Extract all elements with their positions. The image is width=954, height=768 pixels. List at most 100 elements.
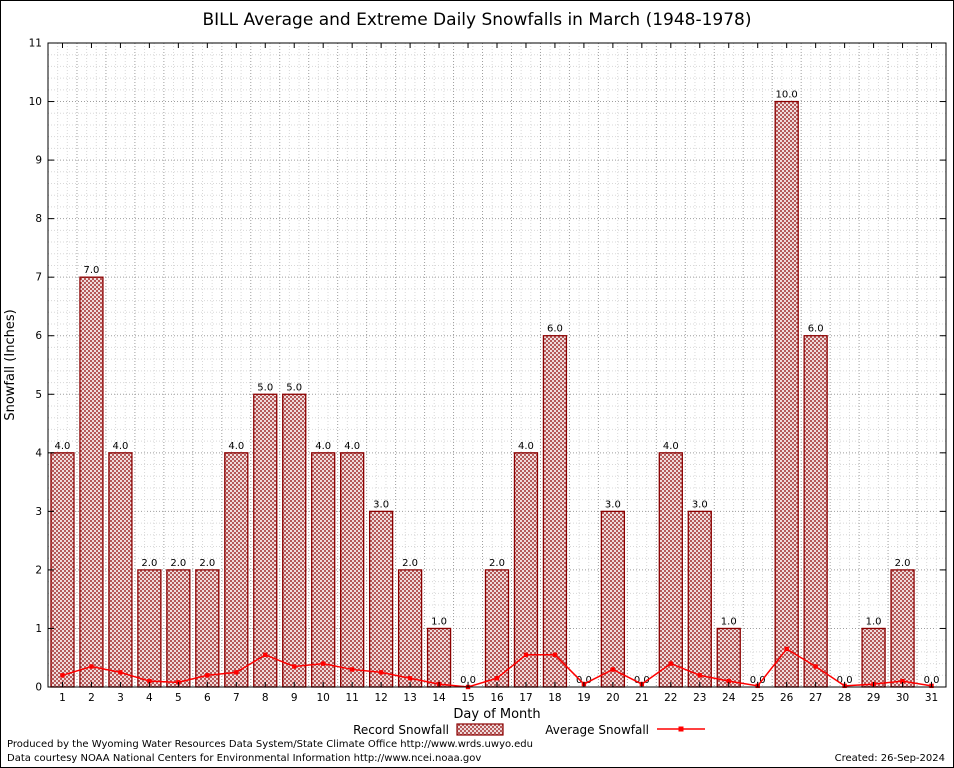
y-tick-label: 8 <box>35 213 42 225</box>
average-snowfall-marker <box>118 670 123 675</box>
bars-layer: 4.0 7.0 4.0 2.0 2.0 2.0 4.0 5.0 5.0 4.0 4.0 3.0 2.0 1… <box>50 90 940 688</box>
bar-value-label: 0.0 <box>750 675 766 686</box>
y-tick-label: 5 <box>35 389 42 401</box>
bar-value-label: 1.0 <box>721 616 737 627</box>
record-snowfall-bar <box>513 452 539 688</box>
x-tick-label: 10 <box>317 692 330 704</box>
x-tick-label: 8 <box>262 692 269 704</box>
bar-value-label: 0.0 <box>576 675 592 686</box>
x-tick-label: 14 <box>432 692 446 704</box>
bar-value-label: 4.0 <box>228 441 244 452</box>
record-snowfall-bar <box>137 569 162 688</box>
record-snowfall-bar <box>368 510 394 688</box>
y-tick-label: 1 <box>35 623 42 635</box>
x-tick-label: 2 <box>88 692 95 704</box>
bar-value-label: 4.0 <box>315 441 331 452</box>
y-tick-label: 3 <box>35 506 42 518</box>
record-snowfall-bar <box>600 510 626 688</box>
bar-value-label: 6.0 <box>547 324 563 335</box>
x-tick-label: 18 <box>548 692 561 704</box>
bar-value-label: 0.0 <box>460 675 476 686</box>
record-snowfall-bar <box>253 393 278 688</box>
record-snowfall-bar <box>108 452 133 688</box>
average-snowfall-marker <box>668 661 674 666</box>
average-snowfall-marker <box>726 678 731 684</box>
legend-average-label: Average Snowfall <box>545 723 649 737</box>
record-snowfall-bar <box>774 100 799 688</box>
average-snowfall-marker <box>263 652 268 657</box>
bar-value-label: 4.0 <box>112 441 128 452</box>
average-snowfall-marker <box>60 673 65 678</box>
x-tick-label: 16 <box>490 692 504 704</box>
record-snowfall-bar <box>803 335 828 688</box>
x-tick-label: 13 <box>403 692 416 704</box>
x-tick-label: 3 <box>117 692 124 704</box>
record-snowfall-bar <box>890 569 915 688</box>
average-snowfall-marker <box>205 673 210 678</box>
bar-value-label: 4.0 <box>663 441 679 452</box>
x-tick-label: 4 <box>146 692 153 704</box>
x-tick-label: 19 <box>577 692 590 704</box>
x-tick-label: 17 <box>519 692 532 704</box>
bar-value-label: 2.0 <box>170 558 186 569</box>
bar-value-label: 5.0 <box>286 382 302 393</box>
bar-value-label: 0.0 <box>634 675 650 686</box>
x-tick-label: 24 <box>722 692 736 704</box>
bar-value-label: 0.0 <box>837 675 853 686</box>
average-snowfall-marker <box>784 646 789 652</box>
bar-value-label: 2.0 <box>402 558 418 569</box>
y-tick-label: 4 <box>35 447 42 459</box>
x-tick-label: 5 <box>175 692 182 704</box>
y-tick-label: 2 <box>35 564 42 576</box>
bar-value-label: 4.0 <box>344 441 360 452</box>
y-tick-label: 9 <box>35 155 42 167</box>
record-snowfall-bar <box>224 452 249 688</box>
average-snowfall-marker <box>407 676 413 681</box>
bar-value-label: 1.0 <box>866 616 882 627</box>
record-snowfall-bar <box>79 276 104 688</box>
x-tick-label: 25 <box>751 692 764 704</box>
footer-created: Created: 26-Sep-2024 <box>834 753 945 764</box>
average-snowfall-marker <box>813 664 818 669</box>
x-tick-label: 1 <box>59 692 66 704</box>
average-snowfall-marker <box>234 670 239 675</box>
x-tick-label: 27 <box>809 692 822 704</box>
average-snowfall-marker <box>552 652 558 657</box>
y-tick-label: 7 <box>35 272 42 284</box>
bar-value-label: 1.0 <box>431 616 447 627</box>
average-snowfall-marker <box>147 678 152 684</box>
y-tick-label: 6 <box>35 330 42 342</box>
x-tick-label: 29 <box>867 692 880 704</box>
bar-value-label: 4.0 <box>518 441 534 452</box>
x-tick-label: 22 <box>664 692 677 704</box>
footer-row: Data courtesy NOAA National Centers for … <box>7 753 945 764</box>
x-tick-label: 6 <box>204 692 211 704</box>
bar-value-label: 6.0 <box>808 324 824 335</box>
record-snowfall-bar <box>658 452 683 688</box>
average-snowfall-marker <box>900 678 905 684</box>
chart-title: BILL Average and Extreme Daily Snowfalls… <box>202 10 752 30</box>
average-snowfall-marker <box>610 667 616 672</box>
bar-value-label: 4.0 <box>55 441 71 452</box>
record-snowfall-bar <box>397 569 423 688</box>
legend-record-swatch <box>456 723 504 736</box>
record-snowfall-bar <box>687 510 712 688</box>
average-snowfall-marker <box>292 664 297 669</box>
average-snowfall-marker <box>494 676 500 681</box>
y-tick-label: 10 <box>29 96 42 108</box>
average-snowfall-marker <box>697 673 702 678</box>
x-tick-label: 20 <box>606 692 619 704</box>
legend-average-marker <box>678 726 684 732</box>
legend-record-label: Record Snowfall <box>353 723 449 737</box>
bar-value-label: 10.0 <box>776 90 798 101</box>
record-snowfall-bar <box>716 627 741 688</box>
x-tick-label: 28 <box>838 692 851 704</box>
x-axis-title: Day of Month <box>453 707 540 722</box>
bar-value-label: 0.0 <box>924 675 940 686</box>
footer-produced-by: Produced by the Wyoming Water Resources … <box>7 739 533 750</box>
average-snowfall-marker <box>378 670 384 675</box>
bar-value-label: 2.0 <box>489 558 505 569</box>
bar-value-label: 2.0 <box>895 558 911 569</box>
x-tick-label: 21 <box>635 692 648 704</box>
